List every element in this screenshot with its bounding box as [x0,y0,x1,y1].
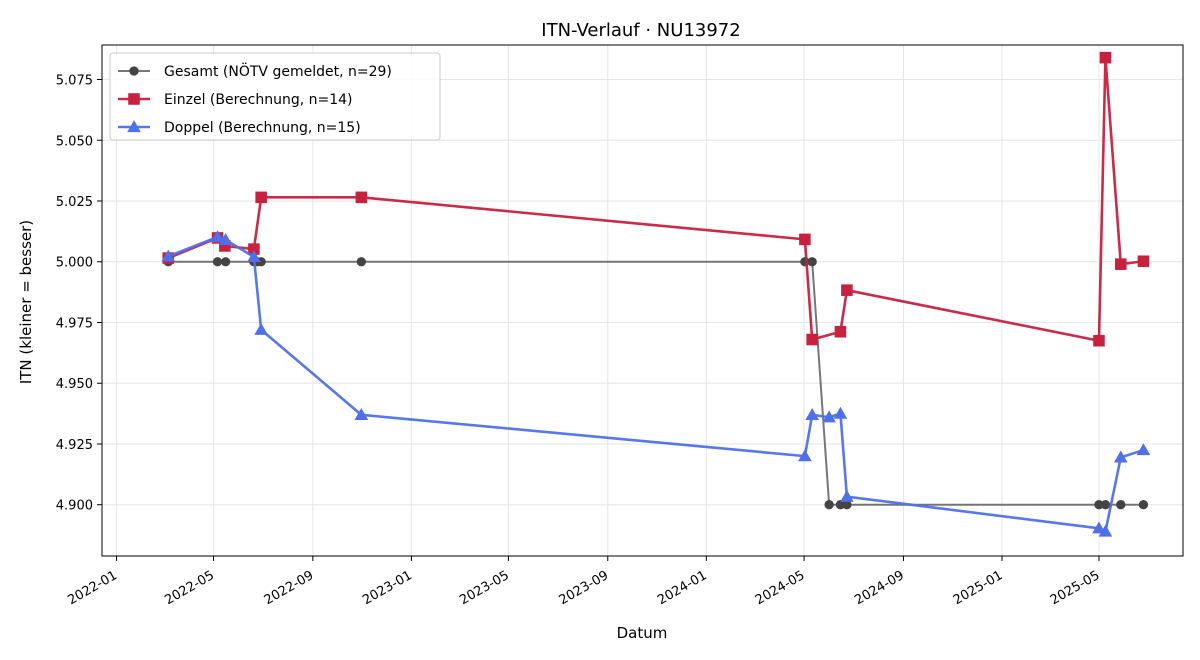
chart-title: ITN-Verlauf · NU13972 [541,20,740,41]
legend-entry: Einzel (Berechnung, n=14) [118,92,353,108]
legend-entry: Doppel (Berechnung, n=15) [118,120,361,136]
data-point [210,230,225,243]
legend-label: Doppel (Berechnung, n=15) [164,120,361,136]
data-point [1093,334,1105,347]
data-point [833,406,848,419]
data-point [354,408,369,420]
y-tick-label: 5.050 [56,134,93,149]
legend-marker [129,66,139,76]
data-point [799,233,811,246]
data-point [355,191,368,204]
plot-frame [101,44,1184,557]
y-tick-label: 5.025 [56,195,93,210]
data-point [161,249,176,262]
y-tick-label: 4.900 [56,499,93,514]
y-tick-label: 4.975 [56,316,93,331]
data-point [834,325,847,338]
data-point [218,233,233,245]
legend-label: Einzel (Berechnung, n=14) [164,92,353,108]
y-tick-label: 5.000 [56,256,93,271]
legend-entry: Gesamt (NÖTV gemeldet, n=29) [118,62,392,80]
data-point [806,333,818,346]
y-axis-label: ITN (kleiner = besser) [17,220,35,384]
y-tick-label: 4.925 [56,438,93,453]
data-point [807,257,817,267]
data-point [835,500,846,510]
data-point [212,257,223,267]
data-point [1099,51,1112,64]
data-point [1094,500,1104,510]
data-point [255,191,267,204]
data-point [1098,524,1113,537]
data-point [247,250,261,262]
data-point [842,500,852,510]
data-point [1138,500,1149,510]
data-point [248,243,260,255]
data-point [841,284,853,296]
x-axis-label: Datum [617,624,668,642]
legend-marker [127,120,141,133]
legend-box [109,52,441,141]
data-point [219,240,231,252]
data-point [1100,500,1111,510]
data-point [822,410,836,423]
legend: Gesamt (NÖTV gemeldet, n=29) Einzel (Bere… [109,52,441,141]
series-2 [161,230,1151,537]
data-point [798,449,812,462]
legend-marker [128,93,140,105]
data-point [1113,450,1128,463]
data-point [824,500,834,510]
series-lines [161,51,1151,537]
data-point [1137,255,1150,268]
data-point [254,322,268,335]
data-point [1115,258,1127,270]
series-1 [162,51,1150,347]
data-point [356,257,367,267]
data-point [805,408,819,420]
data-point [220,257,231,267]
y-tick-label: 4.950 [56,377,93,392]
data-point [1116,500,1126,510]
data-point [840,489,854,502]
y-tick-label: 5.075 [56,74,93,89]
legend-label: Gesamt (NÖTV gemeldet, n=29) [164,62,392,80]
y-axis: 4.900 4.925 4.950 4.975 5.000 5.025 5.050 5.075 [56,74,102,514]
data-point [1136,443,1151,456]
